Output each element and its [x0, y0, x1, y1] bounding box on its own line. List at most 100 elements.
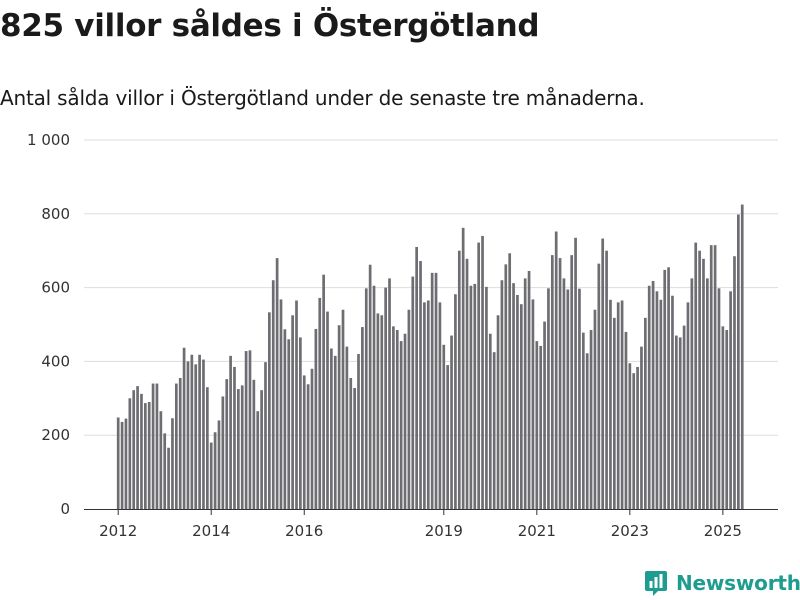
bar: [535, 341, 539, 509]
bar: [124, 418, 128, 509]
x-axis: 2012 2014 2016 2019 2021 2023 2025: [84, 509, 778, 540]
bar: [430, 272, 434, 509]
bar: [116, 417, 120, 509]
bar: [640, 346, 643, 509]
bar: [624, 331, 628, 509]
bar: [345, 346, 349, 509]
bar: [539, 345, 543, 509]
bar: [562, 278, 566, 510]
bar: [519, 304, 523, 509]
chart-title: 825 villor såldes i Östergötland: [0, 8, 540, 44]
bar: [287, 339, 291, 509]
y-tick-label: 600: [41, 279, 70, 297]
bar: [357, 354, 360, 509]
bar: [585, 353, 589, 509]
bar: [709, 245, 713, 510]
bar: [147, 401, 151, 509]
bar: [663, 269, 667, 509]
bar: [616, 302, 620, 509]
bar: [415, 247, 418, 509]
bar: [252, 379, 256, 509]
bar: [593, 309, 597, 509]
bar: [330, 348, 333, 509]
bar: [574, 237, 577, 510]
bar: [407, 309, 411, 509]
bar: [659, 299, 663, 509]
bar: [392, 326, 395, 509]
bar: [143, 403, 147, 509]
bar: [279, 299, 283, 509]
bar: [333, 355, 337, 509]
bar: [271, 280, 275, 509]
bar: [605, 250, 608, 509]
bar: [426, 300, 430, 509]
bar: [578, 288, 581, 509]
highlight-value-label: 825: [731, 0, 762, 4]
bar: [651, 280, 655, 509]
bar: [612, 317, 616, 509]
y-tick-label: 200: [41, 426, 70, 444]
bar: [314, 328, 318, 509]
bar: [178, 378, 182, 509]
chart-subtitle: Antal sålda villor i Östergötland under …: [0, 86, 645, 110]
bar: [368, 264, 372, 509]
bar: [655, 291, 659, 509]
bar: [136, 386, 139, 509]
bar: [694, 242, 698, 509]
bar: [213, 432, 217, 509]
bar: [182, 347, 186, 509]
bar: [550, 255, 554, 509]
bar: [209, 442, 213, 509]
bar: [384, 287, 387, 509]
bar: [306, 384, 310, 509]
bar: [419, 261, 422, 509]
bar: [322, 274, 325, 509]
brand-logo[interactable]: Newsworthy: [644, 569, 800, 597]
bar: [609, 299, 612, 509]
bar: [620, 300, 624, 509]
bar: [442, 344, 446, 509]
bar: [457, 250, 461, 509]
y-axis-labels: 0 200 400 600 800 1 000: [27, 131, 70, 518]
bar: [721, 326, 725, 509]
y-tick-label: 800: [41, 205, 70, 223]
bar: [492, 352, 496, 509]
bar: [628, 363, 632, 509]
bar: [151, 383, 155, 509]
bar: [275, 258, 279, 509]
bar: [566, 289, 570, 509]
bar: [702, 258, 705, 509]
bar: [260, 390, 263, 509]
bar: [473, 283, 477, 509]
bar: [380, 315, 384, 509]
bar: [543, 321, 546, 509]
x-tick-label: 2019: [425, 522, 463, 540]
bar: [361, 327, 364, 509]
bar: [512, 283, 515, 509]
bar: [372, 285, 376, 509]
bar: [353, 387, 356, 509]
x-tick-label: 2016: [285, 522, 323, 540]
bar: [570, 255, 574, 509]
bar: [500, 280, 504, 509]
bar: [225, 379, 229, 509]
bar: [198, 354, 201, 509]
bar: [589, 330, 593, 509]
y-tick-label: 1 000: [27, 131, 70, 149]
x-tick-label: 2021: [518, 522, 556, 540]
bar: [737, 214, 740, 510]
bar: [140, 393, 143, 509]
newsworthy-logo-icon: [645, 571, 667, 596]
bar: [264, 362, 267, 509]
bar: [268, 312, 271, 509]
bars: [116, 204, 744, 510]
bar: [674, 335, 678, 509]
bar: [341, 309, 345, 509]
bar: [438, 302, 442, 509]
bar: [713, 245, 717, 510]
bar: [206, 387, 209, 509]
bar: [217, 420, 221, 509]
bar: [450, 335, 453, 509]
bar: [186, 361, 190, 509]
